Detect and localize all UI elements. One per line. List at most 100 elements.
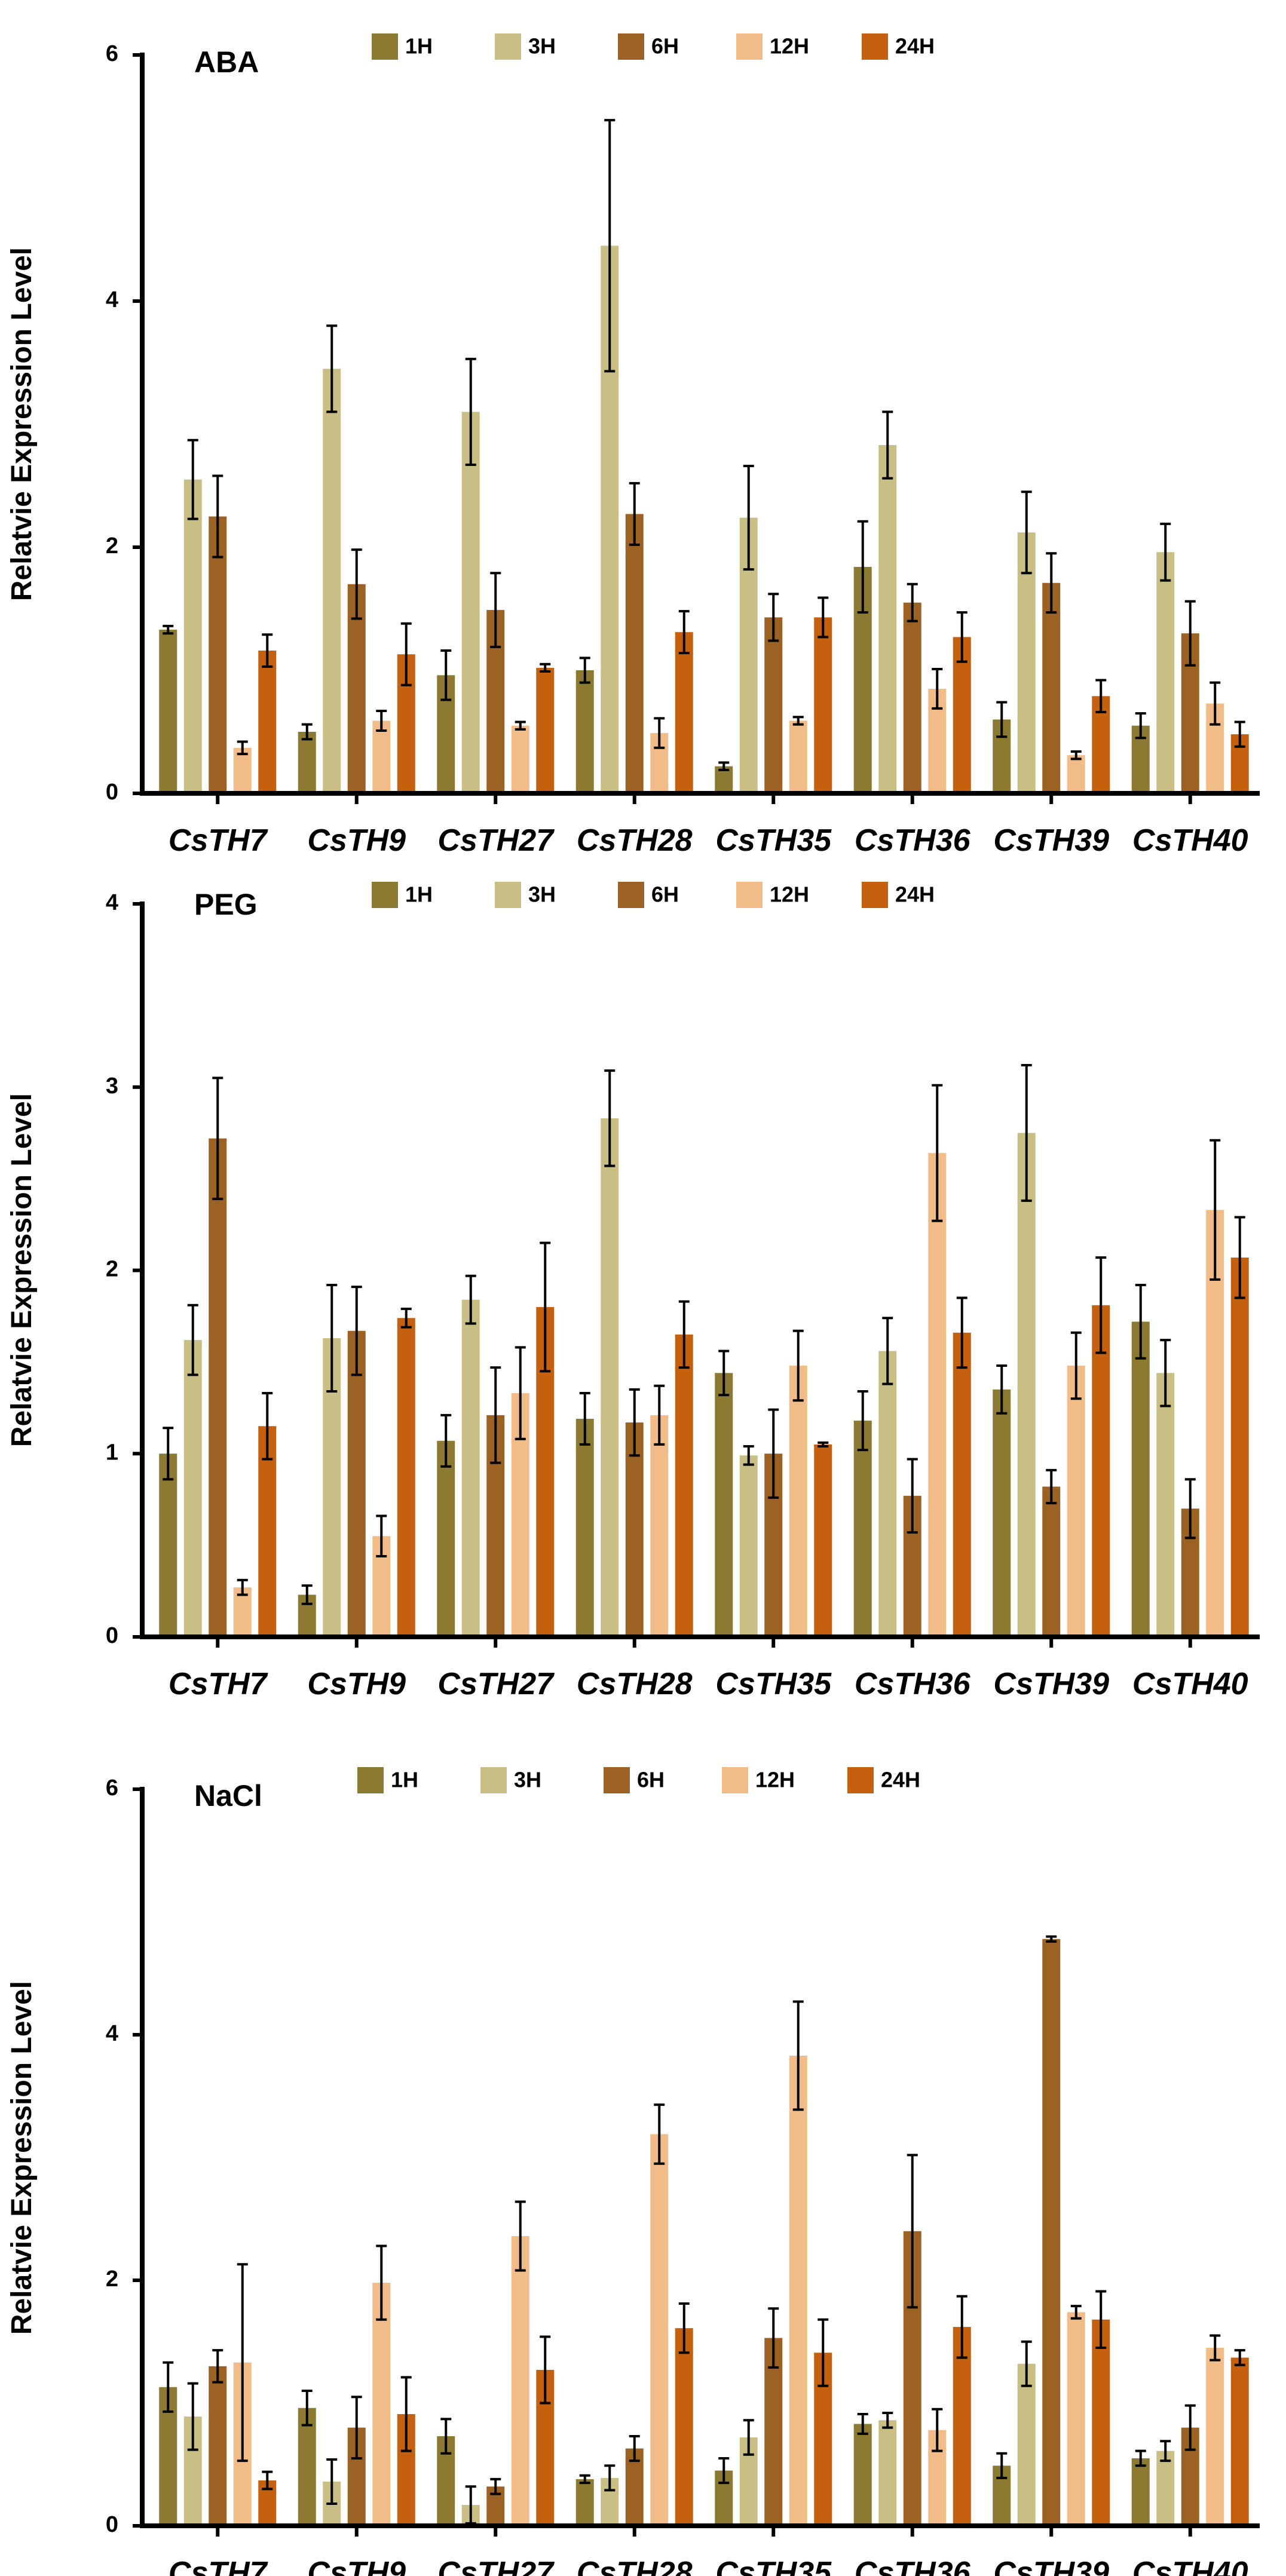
y-tick-label: 6 <box>106 41 118 66</box>
category-label: CsTH35 <box>715 1667 832 1701</box>
bar <box>1017 532 1036 793</box>
category-label: CsTH9 <box>307 2556 406 2576</box>
bar <box>183 479 202 793</box>
bar <box>1131 1321 1150 1637</box>
bar <box>209 1138 227 1637</box>
category-label: CsTH39 <box>993 823 1109 858</box>
category-label: CsTH40 <box>1132 1667 1248 1701</box>
bar <box>298 2408 316 2526</box>
legend-swatch <box>618 33 644 60</box>
legend-swatch <box>618 882 644 908</box>
legend-label: 24H <box>881 1768 920 1792</box>
legend-swatch <box>736 882 763 908</box>
bar <box>1206 2348 1224 2526</box>
bar <box>625 1422 644 1637</box>
bar <box>1042 1939 1061 2526</box>
bar <box>511 2236 529 2526</box>
bar <box>993 1389 1011 1637</box>
bar <box>715 1373 733 1637</box>
legend-swatch <box>495 882 521 908</box>
y-tick-label: 0 <box>106 780 118 805</box>
bar <box>511 725 529 793</box>
bar <box>298 732 316 793</box>
bar <box>1067 755 1085 793</box>
bar <box>1092 2319 1110 2526</box>
y-tick-label: 1 <box>106 1440 118 1465</box>
bar <box>1156 2451 1175 2526</box>
bar <box>1206 1210 1224 1637</box>
chart-title: NaCl <box>194 1779 262 1813</box>
bar <box>1067 1366 1085 1637</box>
bar <box>1017 1133 1036 1637</box>
bar <box>372 2283 391 2526</box>
bar <box>814 1444 832 1637</box>
panel-aba: Relatvie Expression Level ABA 1H 3H 6H 12H 24H… <box>6 33 1260 858</box>
legend-label: 6H <box>651 882 679 907</box>
legend-swatch <box>372 882 398 908</box>
bar <box>953 1332 971 1637</box>
bar <box>209 516 227 793</box>
category-label: CsTH7 <box>169 2556 268 2576</box>
bar <box>675 632 693 793</box>
legend-label: 1H <box>391 1768 418 1792</box>
y-axis-label: Relatvie Expression Level <box>6 1981 38 2335</box>
bar <box>953 2327 971 2526</box>
y-tick-label: 4 <box>106 2021 118 2046</box>
bar <box>650 1415 669 1637</box>
bar <box>789 1366 807 1637</box>
legend-label: 3H <box>528 34 556 59</box>
legend-swatch <box>480 1767 507 1793</box>
bar <box>650 2134 669 2526</box>
legend-label: 12H <box>755 1768 795 1792</box>
bar <box>1156 552 1175 793</box>
bar <box>625 514 644 793</box>
y-axis-label: Relatvie Expression Level <box>6 1093 38 1447</box>
category-label: CsTH36 <box>855 823 971 858</box>
bar <box>159 630 177 793</box>
y-tick-label: 4 <box>106 287 118 312</box>
bar <box>209 2366 227 2526</box>
category-label: CsTH28 <box>577 1667 693 1701</box>
bar <box>397 1318 415 1637</box>
category-label: CsTH7 <box>169 1667 268 1701</box>
bar <box>739 1455 758 1637</box>
bar <box>1067 2312 1085 2526</box>
legend-swatch <box>736 33 763 60</box>
bar <box>764 617 783 793</box>
bar <box>1230 2357 1249 2526</box>
legend-label: 24H <box>895 34 935 59</box>
category-label: CsTH9 <box>307 1667 406 1701</box>
y-tick-label: 0 <box>106 2512 118 2537</box>
bar <box>601 1118 619 1637</box>
y-tick-label: 2 <box>106 2267 118 2292</box>
bar <box>461 412 480 793</box>
bar <box>1230 1258 1249 1637</box>
legend-label: 6H <box>637 1768 665 1792</box>
bar <box>1156 1373 1175 1637</box>
category-label: CsTH7 <box>169 823 268 858</box>
legend-label: 3H <box>528 882 556 907</box>
bar <box>903 602 921 793</box>
bar <box>372 720 391 793</box>
bar <box>258 1426 277 1637</box>
legend-swatch <box>495 33 521 60</box>
bar <box>183 1340 202 1637</box>
y-tick-label: 6 <box>106 1775 118 1801</box>
legend-swatch <box>357 1767 384 1793</box>
bar <box>853 2424 872 2526</box>
legend-label: 3H <box>514 1768 541 1792</box>
legend-label: 1H <box>405 34 433 59</box>
category-label: CsTH40 <box>1132 823 1248 858</box>
legend-swatch <box>847 1767 874 1793</box>
legend-swatch <box>604 1767 630 1793</box>
y-tick-label: 4 <box>106 890 118 915</box>
bar <box>1131 2458 1150 2526</box>
legend-label: 24H <box>895 882 935 907</box>
bar <box>878 2420 897 2526</box>
category-label: CsTH9 <box>307 823 406 858</box>
bar <box>1042 582 1061 793</box>
bar <box>575 1418 594 1637</box>
bar <box>536 667 555 793</box>
